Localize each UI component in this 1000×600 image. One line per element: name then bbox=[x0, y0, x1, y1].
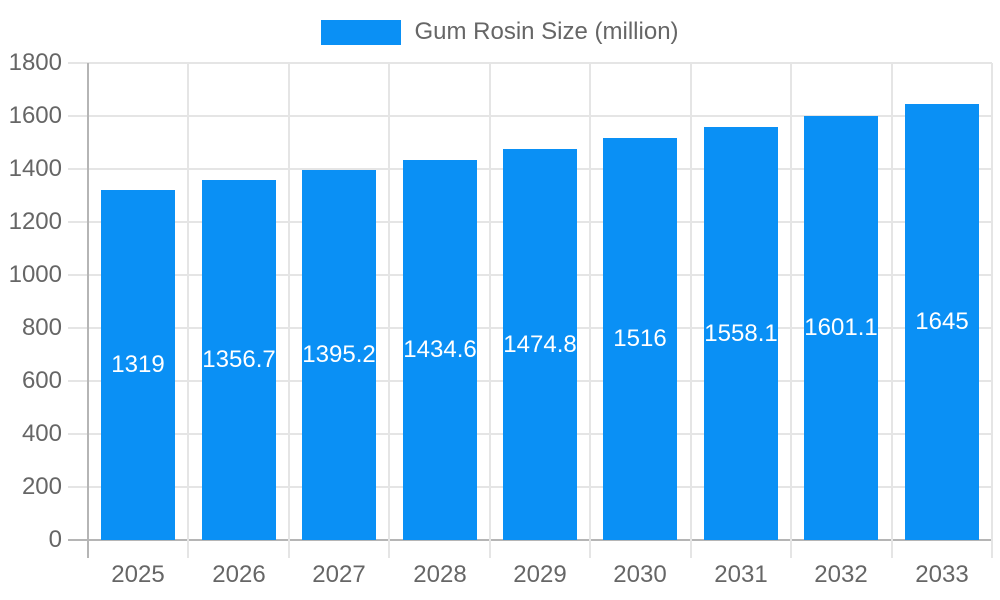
x-gridline bbox=[991, 63, 993, 558]
x-tick-label: 2027 bbox=[312, 561, 366, 588]
y-tick-label: 1800 bbox=[8, 49, 62, 76]
y-tick-label: 1200 bbox=[8, 208, 62, 235]
bar[interactable]: 1645 bbox=[905, 104, 979, 540]
x-tick-label: 2026 bbox=[212, 561, 266, 588]
y-gridline bbox=[68, 62, 992, 64]
x-gridline bbox=[891, 63, 893, 558]
y-gridline bbox=[68, 115, 992, 117]
bar-value-label: 1516 bbox=[613, 325, 667, 352]
bar-value-label: 1474.8 bbox=[503, 330, 577, 358]
x-tick-label: 2025 bbox=[111, 561, 165, 588]
legend-label: Gum Rosin Size (million) bbox=[414, 18, 679, 45]
bar[interactable]: 1356.7 bbox=[202, 180, 276, 540]
x-axis-line bbox=[68, 539, 992, 541]
y-tick-label: 1400 bbox=[8, 155, 62, 182]
y-tick-label: 800 bbox=[21, 314, 62, 341]
y-tick-label: 400 bbox=[21, 420, 62, 447]
bar[interactable]: 1516 bbox=[603, 138, 677, 540]
bar-value-label: 1395.2 bbox=[302, 341, 376, 368]
bar[interactable]: 1395.2 bbox=[302, 170, 376, 540]
y-tick-label: 600 bbox=[21, 367, 62, 394]
x-tick-label: 2030 bbox=[613, 561, 667, 588]
x-gridline bbox=[288, 63, 290, 558]
legend-item[interactable]: Gum Rosin Size (million) bbox=[321, 18, 679, 46]
bar-value-label: 1558.1 bbox=[704, 319, 778, 347]
bar-value-label: 1645 bbox=[915, 308, 969, 335]
y-tick-label: 200 bbox=[21, 473, 62, 500]
x-tick-label: 2028 bbox=[413, 561, 467, 588]
bar[interactable]: 1319 bbox=[101, 190, 175, 540]
bar[interactable]: 1474.8 bbox=[503, 149, 577, 540]
bar-value-label: 1319 bbox=[111, 351, 165, 378]
x-gridline bbox=[187, 63, 189, 558]
bar[interactable]: 1558.1 bbox=[704, 127, 778, 540]
x-gridline bbox=[489, 63, 491, 558]
bar[interactable]: 1434.6 bbox=[403, 160, 477, 540]
x-gridline bbox=[790, 63, 792, 558]
legend-swatch bbox=[321, 19, 402, 45]
x-tick-label: 2032 bbox=[814, 561, 868, 588]
bar-value-label: 1434.6 bbox=[403, 336, 477, 363]
x-tick-label: 2033 bbox=[915, 561, 969, 588]
x-gridline bbox=[589, 63, 591, 558]
x-gridline bbox=[690, 63, 692, 558]
bar-value-label: 1356.7 bbox=[202, 346, 276, 373]
x-tick-label: 2029 bbox=[513, 561, 567, 588]
bar-value-label: 1601.1 bbox=[804, 314, 878, 341]
y-tick-label: 1600 bbox=[8, 102, 62, 129]
y-tick-label: 1000 bbox=[8, 261, 62, 288]
x-gridline bbox=[388, 63, 390, 558]
y-axis-line bbox=[87, 63, 89, 558]
x-tick-label: 2031 bbox=[714, 561, 768, 588]
y-tick-label: 0 bbox=[48, 526, 62, 553]
legend: Gum Rosin Size (million) bbox=[0, 18, 1000, 46]
bar[interactable]: 1601.1 bbox=[804, 116, 878, 540]
